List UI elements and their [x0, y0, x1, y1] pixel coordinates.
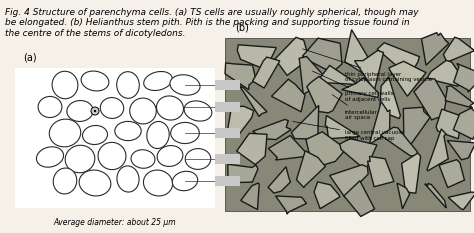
Polygon shape	[241, 183, 259, 210]
Bar	[215, 176, 240, 186]
Polygon shape	[275, 196, 307, 214]
Polygon shape	[319, 65, 358, 85]
Ellipse shape	[82, 126, 108, 144]
Ellipse shape	[98, 142, 126, 170]
Ellipse shape	[53, 168, 77, 194]
Circle shape	[91, 107, 99, 115]
Text: large central vacuole
filled with cell sap: large central vacuole filled with cell s…	[293, 121, 403, 141]
Ellipse shape	[173, 171, 198, 191]
Polygon shape	[340, 139, 377, 174]
Ellipse shape	[184, 101, 212, 121]
Ellipse shape	[130, 98, 156, 124]
Bar	[215, 80, 240, 90]
Polygon shape	[306, 132, 346, 165]
Ellipse shape	[117, 166, 139, 192]
Polygon shape	[299, 57, 328, 94]
Text: primary cell walls
of adjacent cells: primary cell walls of adjacent cells	[312, 71, 393, 102]
Polygon shape	[240, 86, 267, 116]
Ellipse shape	[131, 150, 155, 168]
Polygon shape	[344, 181, 374, 216]
Polygon shape	[367, 156, 394, 187]
Ellipse shape	[144, 170, 173, 196]
Polygon shape	[268, 136, 309, 160]
Text: Average diameter: about 25 μm: Average diameter: about 25 μm	[54, 218, 176, 227]
Ellipse shape	[65, 145, 95, 173]
Ellipse shape	[157, 146, 183, 166]
Ellipse shape	[79, 170, 111, 196]
Ellipse shape	[170, 75, 200, 95]
Polygon shape	[380, 77, 401, 119]
Polygon shape	[381, 127, 417, 156]
Polygon shape	[237, 133, 267, 164]
Polygon shape	[403, 107, 430, 144]
Polygon shape	[401, 153, 420, 193]
Bar	[15, 68, 215, 208]
Circle shape	[94, 110, 96, 112]
Text: (b): (b)	[235, 23, 249, 33]
Polygon shape	[447, 140, 474, 160]
Polygon shape	[454, 64, 474, 92]
Ellipse shape	[38, 96, 62, 117]
Polygon shape	[448, 192, 474, 209]
Polygon shape	[453, 108, 474, 139]
Polygon shape	[296, 151, 325, 188]
Polygon shape	[397, 183, 410, 209]
Polygon shape	[436, 109, 461, 139]
Bar	[225, 38, 470, 211]
Ellipse shape	[49, 119, 81, 147]
Polygon shape	[414, 78, 447, 120]
Ellipse shape	[156, 96, 183, 120]
Ellipse shape	[115, 121, 141, 140]
Bar	[215, 102, 240, 112]
Polygon shape	[342, 78, 379, 97]
Polygon shape	[345, 30, 371, 73]
Bar	[215, 128, 240, 138]
Polygon shape	[253, 57, 280, 88]
Polygon shape	[369, 102, 390, 144]
Polygon shape	[268, 167, 291, 193]
Polygon shape	[275, 37, 307, 75]
Polygon shape	[329, 165, 368, 198]
Polygon shape	[227, 106, 254, 137]
Ellipse shape	[100, 98, 124, 118]
Ellipse shape	[144, 72, 172, 90]
Text: Fig. 4 Structure of parenchyma cells. (a) TS cells are usually roughly spherical: Fig. 4 Structure of parenchyma cells. (a…	[5, 8, 419, 38]
Ellipse shape	[36, 147, 64, 167]
Polygon shape	[302, 38, 342, 73]
Ellipse shape	[147, 121, 169, 148]
Ellipse shape	[81, 71, 109, 91]
Text: thin peripheral layer
of cytoplasm containing vesicle: thin peripheral layer of cytoplasm conta…	[302, 49, 432, 82]
Polygon shape	[421, 33, 449, 65]
Polygon shape	[228, 164, 258, 183]
Polygon shape	[439, 160, 465, 188]
Text: (a): (a)	[23, 53, 37, 63]
Polygon shape	[389, 61, 426, 96]
Polygon shape	[443, 37, 474, 62]
Polygon shape	[272, 79, 305, 112]
Ellipse shape	[52, 71, 78, 99]
Polygon shape	[253, 119, 291, 140]
Polygon shape	[307, 76, 342, 113]
Polygon shape	[425, 184, 446, 208]
Ellipse shape	[185, 149, 211, 169]
Polygon shape	[325, 116, 360, 139]
Polygon shape	[445, 86, 474, 108]
Polygon shape	[427, 60, 462, 86]
Polygon shape	[237, 45, 276, 70]
Polygon shape	[292, 106, 319, 139]
Ellipse shape	[67, 100, 93, 121]
Polygon shape	[225, 63, 256, 89]
Polygon shape	[355, 50, 383, 91]
Ellipse shape	[171, 122, 199, 144]
Bar	[215, 154, 240, 164]
Polygon shape	[427, 129, 448, 171]
Polygon shape	[377, 43, 419, 77]
Polygon shape	[314, 182, 340, 209]
Text: intercellular
air space: intercellular air space	[332, 95, 378, 120]
Ellipse shape	[117, 72, 139, 98]
